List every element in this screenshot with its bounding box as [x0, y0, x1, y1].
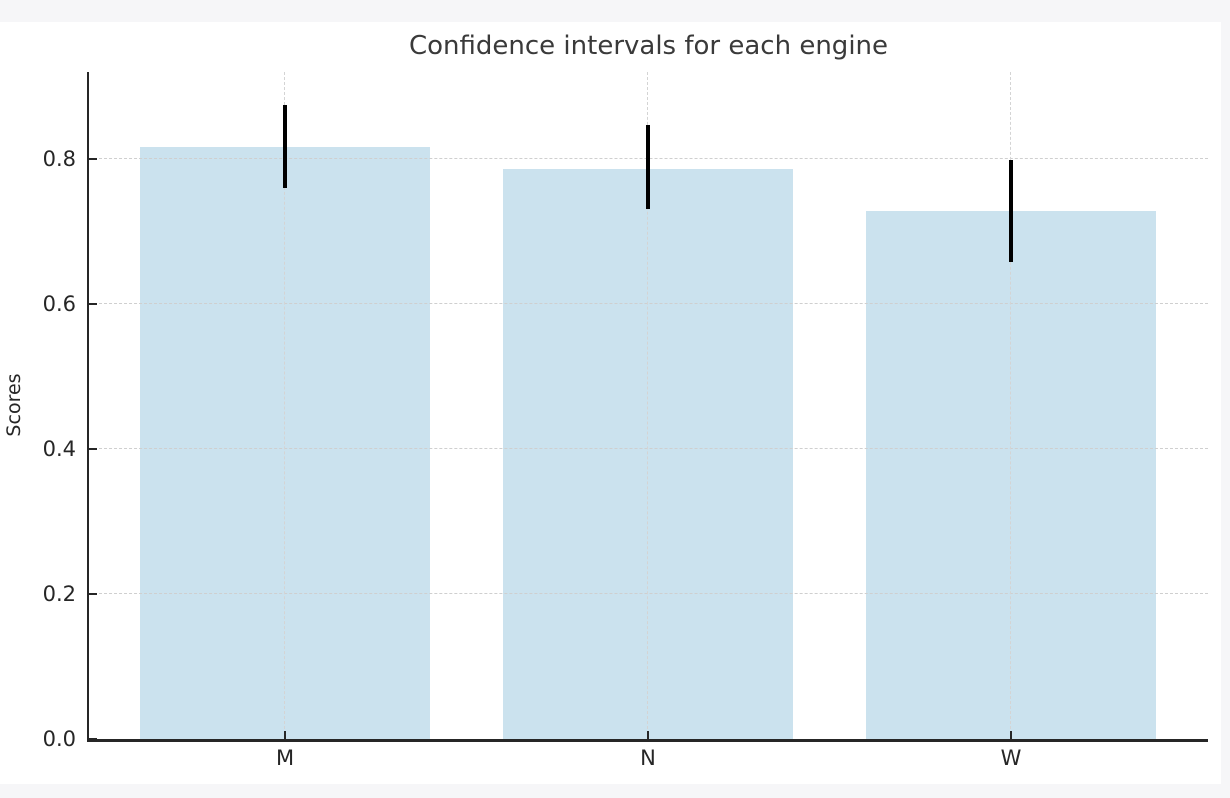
- y-tick-label: 0.8: [42, 147, 76, 171]
- y-tick-mark: [89, 738, 97, 740]
- x-tick-label-W: W: [1000, 746, 1022, 770]
- gridline-vertical: [647, 72, 649, 739]
- y-tick-mark: [89, 158, 97, 160]
- gridline-horizontal: [89, 448, 1208, 450]
- gridline-vertical: [1010, 72, 1012, 739]
- gridline-horizontal: [89, 593, 1208, 595]
- x-axis-spine: [87, 739, 1208, 742]
- error-bar-W: [1009, 159, 1013, 262]
- y-tick-mark: [89, 303, 97, 305]
- y-tick-label: 0.2: [42, 582, 76, 606]
- x-tick-mark: [647, 731, 649, 739]
- chart-figure: Confidence intervals for each engine Sco…: [0, 22, 1221, 784]
- y-tick-label: 0.4: [42, 437, 76, 461]
- x-tick-label-M: M: [275, 746, 295, 770]
- x-tick-label-N: N: [640, 746, 656, 770]
- y-tick-mark: [89, 448, 97, 450]
- y-tick-label: 0.6: [42, 292, 76, 316]
- chart-title: Confidence intervals for each engine: [408, 31, 889, 61]
- error-bar-M: [283, 104, 287, 188]
- y-tick-mark: [89, 593, 97, 595]
- error-bar-N: [646, 124, 650, 210]
- gridline-vertical: [284, 72, 286, 739]
- gridline-horizontal: [89, 303, 1208, 305]
- x-tick-mark: [284, 731, 286, 739]
- y-axis-spine: [87, 72, 89, 741]
- x-tick-mark: [1010, 731, 1012, 739]
- y-tick-label: 0.0: [42, 727, 76, 751]
